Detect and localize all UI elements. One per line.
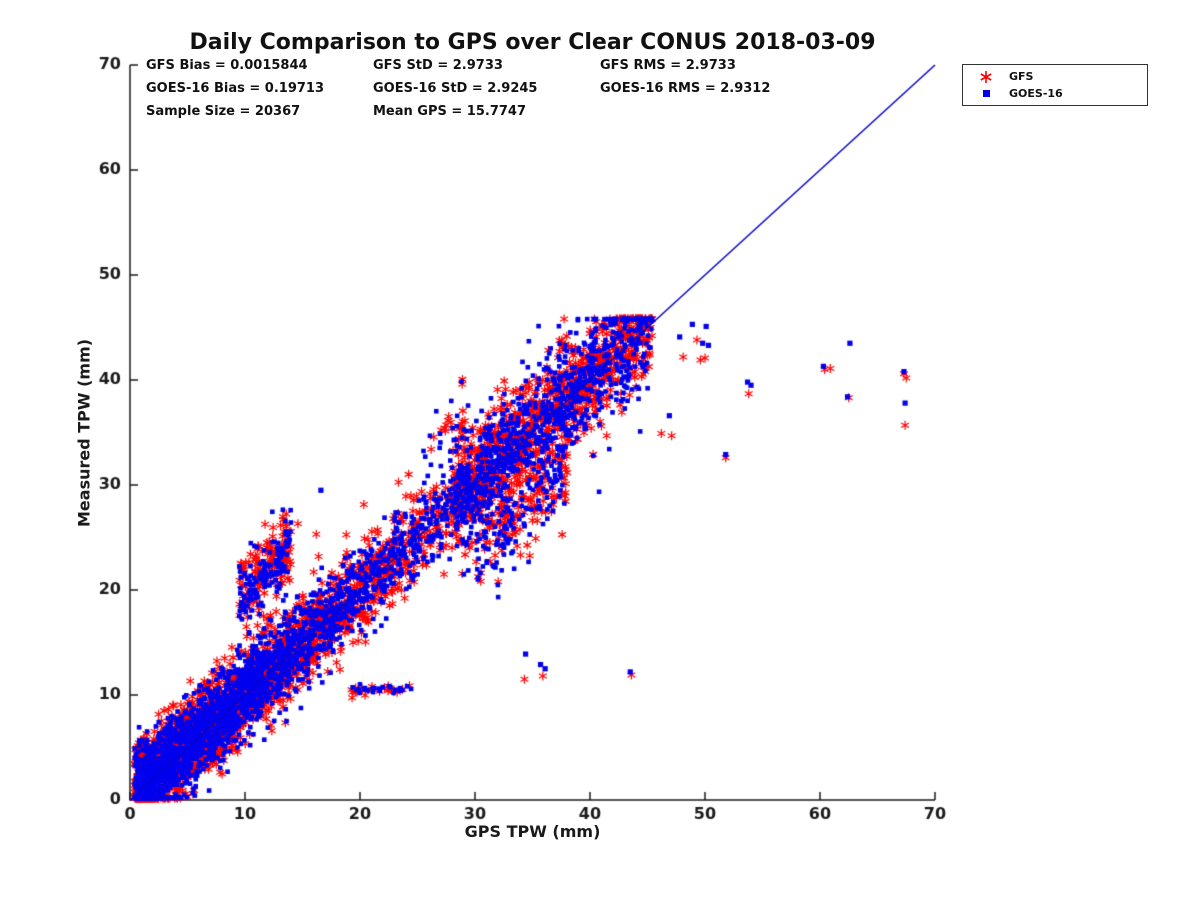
stat-goes16-std: GOES-16 StD = 2.9245 bbox=[373, 81, 538, 96]
x-axis-label: GPS TPW (mm) bbox=[464, 822, 601, 841]
y-axis-label: Measured TPW (mm) bbox=[74, 338, 94, 528]
legend-entry-goes16: GOES-16 bbox=[963, 85, 1147, 102]
stat-gfs-rms: GFS RMS = 2.9733 bbox=[600, 58, 736, 73]
chart-title: Daily Comparison to GPS over Clear CONUS… bbox=[189, 30, 876, 55]
legend-label-goes16: GOES-16 bbox=[1009, 87, 1063, 100]
square-marker-icon bbox=[963, 90, 1009, 97]
legend-label-gfs: GFS bbox=[1009, 70, 1034, 83]
legend: GFS GOES-16 bbox=[962, 64, 1148, 106]
stat-gfs-std: GFS StD = 2.9733 bbox=[373, 58, 503, 73]
stat-mean-gps: Mean GPS = 15.7747 bbox=[373, 104, 527, 119]
legend-entry-gfs: GFS bbox=[963, 68, 1147, 85]
stat-goes16-rms: GOES-16 RMS = 2.9312 bbox=[600, 81, 771, 96]
asterisk-marker-icon bbox=[963, 70, 1009, 84]
stat-gfs-bias: GFS Bias = 0.0015844 bbox=[146, 58, 308, 73]
stat-sample-size: Sample Size = 20367 bbox=[146, 104, 301, 119]
stat-goes16-bias: GOES-16 Bias = 0.19713 bbox=[146, 81, 325, 96]
